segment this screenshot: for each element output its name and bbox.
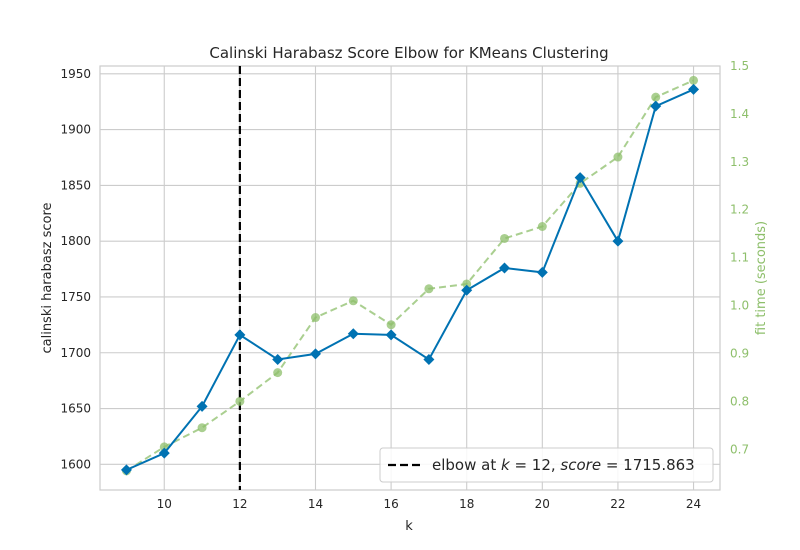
score-point	[536, 266, 548, 278]
fit-time-line	[125, 79, 694, 472]
x-tick-label: 16	[383, 497, 398, 511]
score-point	[650, 100, 662, 112]
x-tick-label: 18	[459, 497, 474, 511]
fit-time-point	[462, 279, 472, 289]
legend-k-eq: = 12,	[510, 456, 561, 474]
fit-time-point	[613, 152, 623, 162]
x-tick-label: 20	[535, 497, 550, 511]
y-tick-label: 1750	[60, 290, 91, 304]
score-point	[385, 329, 397, 341]
fit-time-point	[273, 368, 283, 378]
y2-axis-label: fit time (seconds)	[754, 221, 769, 335]
y-tick-label: 1600	[60, 457, 91, 471]
y-axis-label: calinski harabasz score	[40, 202, 55, 353]
score-point	[688, 83, 700, 95]
score-point	[574, 172, 586, 184]
x-axis: 10 12 14 16 18 20 22 24	[157, 497, 702, 511]
fit-time-point	[537, 221, 547, 231]
y-tick-label: 1850	[60, 178, 91, 192]
fit-time-point	[310, 313, 320, 323]
y-tick-label: 1700	[60, 346, 91, 360]
y-tick-label: 1900	[60, 123, 91, 137]
grid-lines	[100, 66, 720, 490]
score-series	[120, 83, 700, 476]
score-point	[461, 284, 473, 296]
chart-title: Calinski Harabasz Score Elbow for KMeans…	[209, 44, 608, 62]
score-point	[309, 348, 321, 360]
fit-time-point	[235, 396, 245, 406]
fit-time-point	[197, 423, 207, 433]
right-y-axis: 0.7 0.8 0.9 1.0 1.1 1.2 1.3 1.4 1.5	[730, 59, 749, 456]
y2-tick-label: 1.2	[730, 203, 749, 217]
y2-tick-label: 1.1	[730, 251, 749, 265]
y2-tick-label: 1.5	[730, 59, 749, 73]
legend-prefix: elbow at	[432, 456, 501, 474]
score-point	[272, 353, 284, 365]
y2-tick-label: 0.9	[730, 346, 749, 360]
score-point	[499, 262, 511, 274]
plot-frame	[99, 65, 721, 491]
score-point	[196, 400, 208, 412]
x-tick-label: 12	[232, 497, 247, 511]
legend-box	[379, 447, 714, 483]
x-tick-label: 10	[157, 497, 172, 511]
fit-time-point	[500, 233, 510, 243]
score-point	[612, 235, 624, 247]
fit-time-point	[689, 75, 699, 85]
y2-tick-label: 1.0	[730, 299, 749, 313]
score-point	[158, 447, 170, 459]
score-point	[347, 328, 359, 340]
y2-tick-label: 1.3	[730, 155, 749, 169]
fit-time-point	[386, 320, 396, 330]
legend-score-var: score	[560, 456, 601, 474]
legend-k-var: k	[501, 456, 511, 474]
legend-label: elbow at k = 12, score = 1715.863	[432, 456, 695, 474]
y-tick-label: 1800	[60, 234, 91, 248]
x-tick-label: 24	[686, 497, 701, 511]
y-tick-label: 1950	[60, 67, 91, 81]
score-line	[126, 88, 694, 471]
fit-time-series	[121, 75, 699, 476]
fit-time-point	[424, 284, 434, 294]
fit-time-point	[651, 92, 661, 102]
x-axis-label: k	[405, 519, 413, 534]
fit-time-point	[348, 296, 358, 306]
score-point	[234, 329, 246, 341]
y2-tick-label: 1.4	[730, 107, 749, 121]
score-point	[423, 353, 435, 365]
y2-tick-label: 0.8	[730, 394, 749, 408]
y-tick-label: 1650	[60, 402, 91, 416]
x-tick-label: 22	[610, 497, 625, 511]
score-point	[120, 464, 132, 476]
legend: elbow at k = 12, score = 1715.863	[379, 447, 714, 483]
left-y-axis: 1600 1650 1700 1750 1800 1850 1900 1950	[60, 67, 91, 472]
legend-score-eq: = 1715.863	[601, 456, 695, 474]
x-tick-label: 14	[308, 497, 323, 511]
y2-tick-label: 0.7	[730, 442, 749, 456]
